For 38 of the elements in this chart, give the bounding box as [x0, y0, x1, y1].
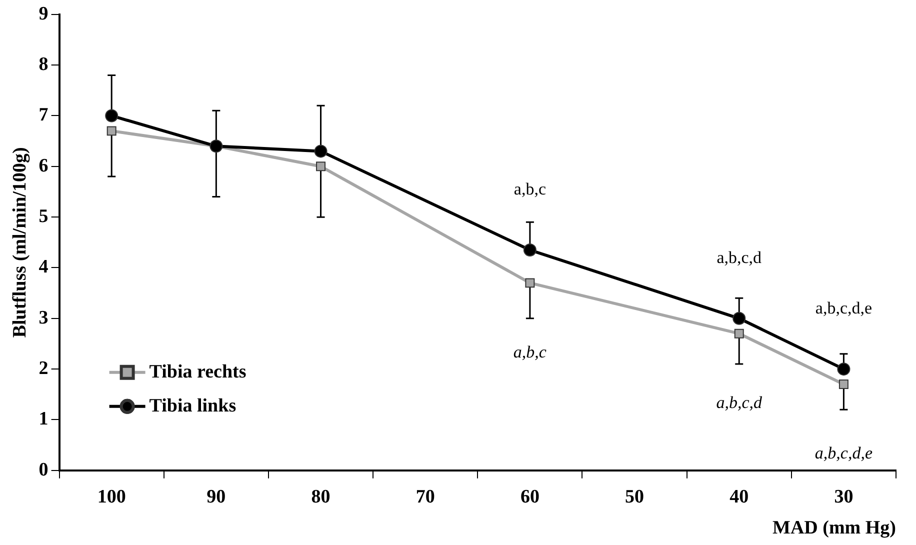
point [732, 312, 746, 325]
y-tick-label: 4 [38, 256, 49, 278]
y-tick-label: 0 [38, 459, 48, 480]
x-tick-label: 60 [520, 486, 540, 508]
point [838, 380, 848, 390]
point [106, 126, 116, 136]
point [105, 109, 118, 122]
legend-label: Tibia rechts [149, 361, 246, 382]
y-axis-title: Blutfluss (ml/min/100g) [9, 147, 30, 338]
point [837, 362, 850, 376]
x-tick-label: 80 [311, 486, 330, 508]
x-tick-label: 40 [730, 486, 749, 508]
y-tick-label: 6 [38, 155, 48, 176]
annotation: a,b,c [514, 179, 546, 198]
point [316, 162, 326, 172]
annotation: a,b,c,d [716, 393, 763, 412]
annotation: a,b,c,d,e [814, 444, 873, 463]
point [523, 244, 536, 256]
annotation: a,b,c [513, 342, 547, 362]
y-tick-label: 5 [38, 206, 48, 227]
y-tick-label: 3 [38, 307, 48, 328]
y-tick-label: 8 [38, 54, 48, 75]
x-axis-title: MAD (mm Hg) [772, 518, 896, 539]
y-tick-label: 2 [38, 358, 48, 379]
y-tick-label: 1 [38, 408, 48, 430]
annotation: a,b,c,d,e [815, 298, 872, 318]
x-tick-label: 50 [625, 486, 644, 508]
x-tick-label: 70 [416, 486, 435, 508]
y-tick-label: 9 [38, 3, 48, 24]
point [734, 328, 744, 338]
legend-label: Tibia links [149, 395, 236, 416]
annotation: a,b,c,d [716, 248, 762, 267]
point [525, 278, 535, 288]
x-tick-label: 30 [834, 486, 854, 508]
x-tick-label: 100 [97, 486, 126, 508]
x-tick-label: 90 [206, 486, 226, 508]
point [314, 144, 328, 158]
y-tick-label: 7 [38, 104, 49, 126]
